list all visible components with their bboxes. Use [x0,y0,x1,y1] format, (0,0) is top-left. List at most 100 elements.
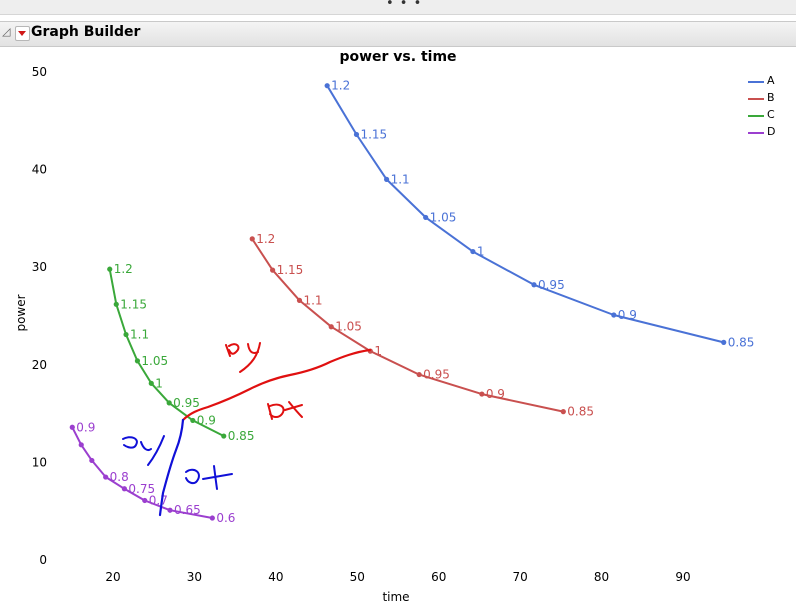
data-label: 1 [477,245,485,259]
data-label: 0.95 [423,368,450,382]
series-line [108,269,225,437]
data-label: 0.9 [76,420,95,434]
chart-title: power vs. time [339,49,457,65]
data-label: 1 [374,344,382,358]
data-label: 0.65 [174,503,201,517]
data-label: 1.05 [141,354,168,368]
data-point[interactable] [296,297,303,303]
data-point[interactable] [611,312,617,318]
data-label: 0.85 [228,429,255,443]
data-point[interactable] [78,442,84,448]
series-C: 1.2 1.15 1.1 1.05 1 0.95 0.9 0.85 [107,262,254,443]
data-point[interactable] [103,474,109,480]
x-tick-label: 20 [105,570,120,584]
legend-label: D [767,125,776,138]
data-point[interactable] [328,324,334,330]
data-label: 0.9 [618,308,637,322]
plot-frame [56,72,740,560]
data-point[interactable] [221,433,227,439]
y-tick-label: 50 [32,65,47,79]
data-point[interactable] [479,391,485,397]
red-annotation-curve [181,348,372,422]
blue-dx-stroke [185,465,233,490]
data-label: 0.95 [538,278,565,292]
data-point[interactable] [416,371,422,378]
data-point[interactable] [123,331,129,338]
x-tick-label: 50 [350,570,365,584]
data-point[interactable] [384,176,390,182]
data-label: 1.1 [303,293,322,307]
data-label: 1.05 [430,210,457,224]
data-label: 1.2 [114,262,133,276]
data-point[interactable] [560,409,566,415]
data-point[interactable] [121,486,127,492]
data-label: 1.2 [256,232,275,246]
data-label: 1.15 [120,297,147,311]
data-label: 0.7 [149,493,168,507]
series-A: 1.2 1.15 1.1 1.05 1 0.95 0.9 0.85 [324,79,755,349]
legend-swatch [748,98,764,100]
data-label: 1.15 [360,127,387,141]
series-line [71,426,213,519]
data-label: 0.85 [728,335,755,349]
y-tick-label: 20 [32,358,47,372]
data-point[interactable] [190,417,196,424]
data-point[interactable] [423,214,429,221]
x-tick-label: 80 [594,570,609,584]
disclosure-triangle-icon[interactable]: ◿ [2,25,11,38]
data-point[interactable] [89,457,95,464]
y-tick-label: 0 [39,553,47,567]
data-point[interactable] [148,380,154,386]
data-label: 1 [155,376,163,390]
data-point[interactable] [209,515,215,521]
legend-swatch [748,81,764,83]
data-point[interactable] [113,301,119,307]
blue-dy-stroke [122,435,165,466]
x-axis-label: time [382,590,410,604]
data-label: 0.6 [216,511,235,525]
legend-label: B [767,91,775,104]
data-point[interactable] [167,507,173,513]
y-axis-label: power [14,294,28,332]
data-label: 0.75 [128,482,155,496]
data-label: 1.05 [335,320,362,334]
x-tick-label: 40 [268,570,283,584]
data-point[interactable] [166,400,172,406]
data-point[interactable] [721,339,727,345]
legend-label: C [767,108,775,121]
data-point[interactable] [270,267,276,273]
y-tick-label: 10 [32,455,47,469]
data-label: 1.15 [277,263,304,277]
x-tick-label: 90 [675,570,690,584]
legend-swatch [748,132,764,134]
data-label: 0.95 [173,396,200,410]
report-title: Graph Builder [31,24,141,40]
data-label: 1.1 [130,328,149,342]
legend-label: A [767,74,775,87]
legend-swatch [748,115,764,117]
data-label: 0.9 [486,387,505,401]
y-tick-label: 40 [32,163,47,177]
series-line [326,85,724,344]
red-triangle-menu-button[interactable] [15,26,30,41]
data-point[interactable] [353,131,360,138]
blue-annotation-curve [158,418,185,517]
graph-builder-header: ◿ Graph Builder [0,21,796,47]
data-point[interactable] [324,83,330,89]
series-B: 1.2 1.15 1.1 1.05 1 0.95 0.9 0.85 [249,232,594,419]
data-point[interactable] [249,236,255,242]
data-point[interactable] [142,497,148,504]
x-tick-label: 70 [513,570,528,584]
data-label: 0.9 [197,413,216,427]
grip-handle-icon[interactable]: • • • [386,0,423,11]
data-point[interactable] [107,266,113,272]
top-resize-bar[interactable]: • • • [0,0,796,15]
data-point[interactable] [470,248,476,255]
data-label: 1.2 [331,79,350,93]
data-point[interactable] [69,424,75,430]
data-point[interactable] [134,358,141,364]
y-tick-label: 30 [32,260,47,274]
x-tick-label: 30 [187,570,202,584]
data-point[interactable] [531,282,537,288]
